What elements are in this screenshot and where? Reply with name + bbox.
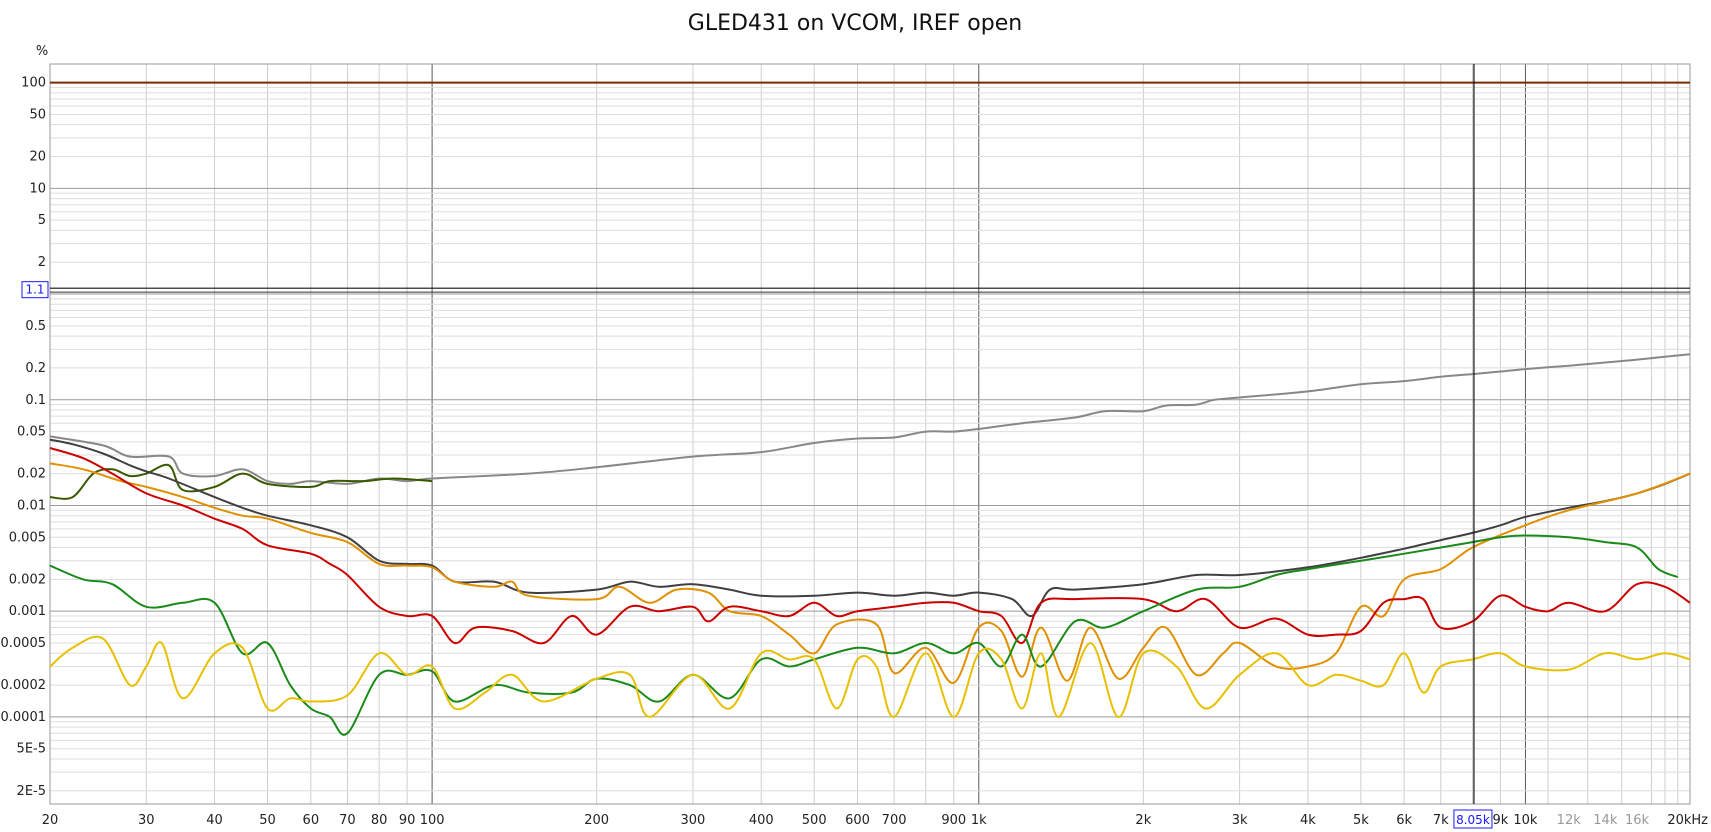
chart-title: GLED431 on VCOM, IREF open [688, 11, 1022, 36]
x-tick-label: 900 [941, 813, 966, 828]
series-group [49, 81, 1691, 736]
series-line-7 [49, 635, 1691, 718]
y-tick-label: 0.001 [9, 604, 46, 619]
y-tick-label: 0.05 [17, 425, 46, 440]
x-tick-label: 300 [681, 813, 706, 828]
series-line-3 [49, 438, 1691, 618]
y-tick-label: 0.01 [17, 498, 46, 513]
cursor-y-label: 1.1 [25, 283, 44, 297]
x-tick-label: 14k [1593, 813, 1618, 828]
y-tick-label: 0.0001 [1, 710, 47, 725]
x-tick-label: 20kHz [1667, 813, 1708, 828]
x-tick-label: 80 [371, 813, 388, 828]
x-tick-label: 700 [882, 813, 907, 828]
x-tick-label: 90 [399, 813, 416, 828]
series-line-4 [49, 462, 1691, 684]
x-tick-label: 1k [971, 813, 987, 828]
series-line-1 [49, 353, 1691, 485]
x-tick-label: 5k [1353, 813, 1369, 828]
x-tick-label: 9k [1493, 813, 1509, 828]
series-line-6 [49, 534, 1679, 736]
x-tick-label: 600 [845, 813, 870, 828]
x-tick-label: 500 [802, 813, 827, 828]
cursor[interactable]: 1.1 8.05k [21, 64, 1690, 829]
x-tick-label: 7k [1433, 813, 1449, 828]
x-tick-label: 4k [1300, 813, 1316, 828]
x-tick-label: 3k [1232, 813, 1248, 828]
y-tick-label: 100 [21, 76, 46, 91]
y-tick-label: 0.5 [25, 319, 46, 334]
plot-frame [49, 63, 1691, 805]
series-line-5 [49, 447, 1691, 645]
y-tick-label: 0.002 [9, 572, 46, 587]
x-tick-label: 50 [259, 813, 276, 828]
y-tick-label: 0.2 [25, 361, 46, 376]
x-tick-label: 2k [1135, 813, 1151, 828]
y-axis-unit: % [36, 44, 48, 59]
x-tick-label: 20 [42, 813, 59, 828]
cursor-x-label: 8.05k [1456, 813, 1490, 827]
y-tick-label: 10 [29, 181, 46, 196]
y-tick-label: 0.0005 [1, 636, 47, 651]
y-tick-label: 50 [29, 107, 46, 122]
y-tick-label: 20 [29, 150, 46, 165]
x-tick-label: 60 [303, 813, 320, 828]
y-tick-label: 0.02 [17, 467, 46, 482]
x-tick-label: 6k [1396, 813, 1412, 828]
y-tick-label: 0.1 [25, 393, 46, 408]
cursor-x-label-box [1453, 809, 1493, 829]
x-tick-label: 12k [1557, 813, 1582, 828]
x-tick-label: 30 [138, 813, 155, 828]
cursor-y-label-box [21, 281, 49, 299]
y-tick-label: 2 [38, 255, 46, 270]
x-tick-label: 100 [420, 813, 445, 828]
x-tick-label: 10k [1513, 813, 1538, 828]
y-tick-label: 0.005 [9, 530, 46, 545]
x-tick-label: 70 [339, 813, 356, 828]
y-tick-label: 5 [38, 213, 46, 228]
y-tick-label: 0.0002 [1, 678, 47, 693]
x-tick-label: 200 [584, 813, 609, 828]
x-tick-label: 16k [1625, 813, 1650, 828]
x-tick-label: 400 [749, 813, 774, 828]
x-tick-label: 40 [206, 813, 223, 828]
y-tick-label: 5E-5 [17, 742, 46, 757]
y-tick-label: 2E-5 [17, 784, 46, 799]
y-axis-ticks: 100 50 20 10 5 2 0.5 0.2 0.1 0.05 0.02 0.01 0.005 0.0… [1, 76, 47, 799]
x-axis-ticks: 20 30 40 50 60 70 80 90 100 200 300 400 500 600 700 900… [42, 813, 1708, 828]
